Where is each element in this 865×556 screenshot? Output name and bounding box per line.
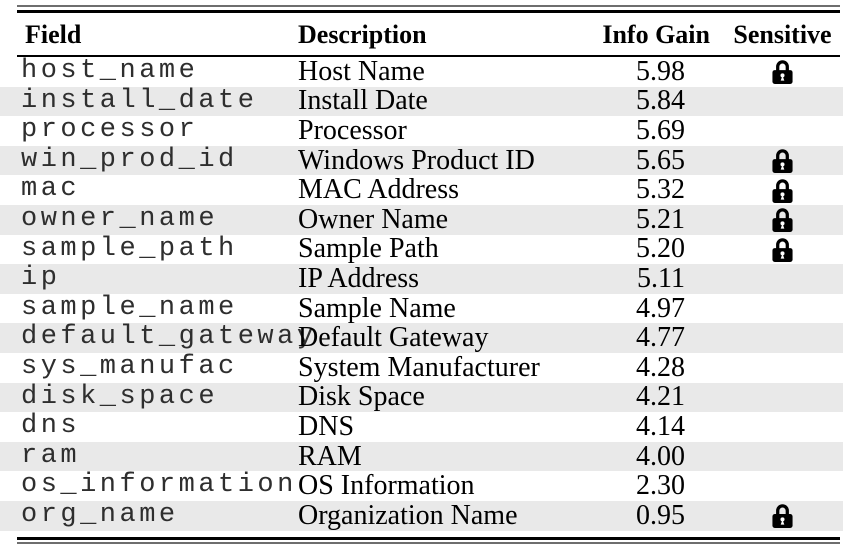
field-cell: disk_space (21, 381, 219, 412)
description-cell: MAC Address (298, 174, 460, 206)
info-gain-cell: 4.77 (636, 322, 685, 354)
table-row: default_gateway Default Gateway 4.77 (0, 323, 843, 353)
description-cell: Host Name (298, 55, 425, 87)
field-cell: mac (21, 174, 81, 205)
table-body: host_name Host Name 5.98 install_date In… (0, 55, 865, 531)
info-gain-cell: 5.11 (637, 262, 685, 294)
info-gain-cell: 4.21 (636, 381, 685, 413)
description-cell: Default Gateway (298, 322, 489, 354)
lock-icon (772, 238, 793, 262)
table-bottom-rule-thin (17, 541, 840, 544)
table-row: os_information OS Information 2.30 (0, 471, 843, 501)
info-gain-cell: 4.28 (636, 351, 685, 383)
lock-icon (772, 149, 793, 174)
table-top-rule-thin (17, 5, 840, 7)
info-gain-cell: 4.97 (636, 292, 685, 324)
description-cell: RAM (298, 440, 362, 472)
table-row: sys_manufac System Manufacturer 4.28 (0, 351, 843, 383)
sensitive-cell (710, 177, 843, 204)
field-cell: default_gateway (21, 322, 317, 353)
table-row: ip IP Address 5.11 (0, 264, 843, 294)
description-cell: OS Information (298, 470, 475, 502)
field-cell: ip (21, 263, 61, 294)
table-row: sample_path Sample Path 5.20 (0, 233, 843, 265)
field-cell: win_prod_id (21, 144, 238, 175)
info-gain-cell: 5.65 (636, 144, 685, 176)
info-gain-cell: 5.84 (636, 85, 685, 117)
lock-icon (772, 208, 793, 233)
field-cell: sample_name (21, 292, 238, 323)
table-row: owner_name Owner Name 5.21 (0, 203, 843, 235)
header-separator-rule (17, 55, 840, 57)
lock-icon (772, 504, 793, 529)
description-cell: Install Date (298, 85, 428, 117)
info-gain-cell: 4.14 (636, 410, 685, 442)
description-cell: Sample Path (298, 233, 439, 265)
table-row: ram RAM 4.00 (0, 440, 843, 472)
description-cell: Disk Space (298, 381, 425, 413)
table-header-row: Field Description Info Gain Sensitive (0, 13, 843, 55)
sensitive-cell (710, 147, 843, 174)
table-row: mac MAC Address 5.32 (0, 175, 843, 205)
column-header-description: Description (298, 20, 427, 49)
table-row: org_name Organization Name 0.95 (0, 499, 843, 531)
description-cell: Processor (298, 114, 407, 146)
sensitive-cell (710, 206, 843, 233)
field-cell: sample_path (21, 233, 238, 264)
table-row: processor Processor 5.69 (0, 116, 843, 146)
info-gain-cell: 0.95 (636, 499, 685, 531)
lock-icon (772, 60, 793, 85)
table-row: sample_name Sample Name 4.97 (0, 292, 843, 324)
info-gain-cell: 5.21 (636, 203, 685, 235)
table-row: host_name Host Name 5.98 (0, 55, 843, 87)
table-bottom-rule-thick (17, 536, 840, 540)
table-row: dns DNS 4.14 (0, 412, 843, 442)
lock-icon (772, 179, 793, 203)
field-cell: org_name (21, 499, 179, 530)
field-cell: processor (21, 115, 199, 146)
description-cell: Organization Name (298, 499, 518, 531)
info-gain-cell: 5.98 (636, 55, 685, 87)
description-cell: Windows Product ID (298, 144, 535, 176)
description-cell: IP Address (298, 262, 420, 294)
field-cell: os_information (21, 470, 297, 501)
description-cell: Owner Name (298, 203, 449, 235)
field-cell: install_date (21, 85, 258, 116)
description-cell: System Manufacturer (298, 351, 540, 383)
info-gain-cell: 5.32 (636, 174, 685, 206)
description-cell: DNS (298, 410, 355, 442)
sensitive-cell (710, 502, 843, 529)
info-gain-cell: 5.20 (636, 233, 685, 265)
table-row: install_date Install Date 5.84 (0, 85, 843, 117)
column-header-field: Field (25, 20, 82, 49)
table-row: disk_space Disk Space 4.21 (0, 381, 843, 413)
column-header-info-gain: Info Gain (602, 20, 710, 49)
field-cell: owner_name (21, 203, 219, 234)
table-row: win_prod_id Windows Product ID 5.65 (0, 144, 843, 176)
sensitive-cell (710, 236, 843, 263)
field-info-gain-table: Field Description Info Gain Sensitive ho… (0, 5, 865, 544)
field-cell: sys_manufac (21, 351, 238, 382)
column-header-sensitive: Sensitive (733, 20, 832, 49)
description-cell: Sample Name (298, 292, 456, 324)
info-gain-cell: 2.30 (636, 470, 685, 502)
table-top-rule-thick (17, 10, 840, 13)
info-gain-cell: 4.00 (636, 440, 685, 472)
field-cell: ram (21, 440, 81, 471)
sensitive-cell (710, 58, 843, 85)
field-cell: dns (21, 411, 81, 442)
info-gain-cell: 5.69 (636, 114, 685, 146)
field-cell: host_name (21, 56, 199, 86)
